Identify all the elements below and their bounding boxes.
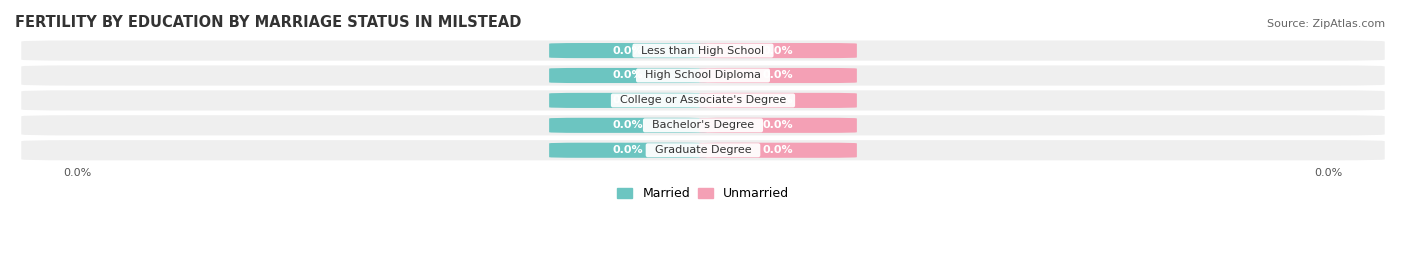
Text: 0.0%: 0.0% <box>762 70 793 80</box>
FancyBboxPatch shape <box>699 43 856 58</box>
Text: 0.0%: 0.0% <box>762 45 793 56</box>
FancyBboxPatch shape <box>699 93 856 108</box>
FancyBboxPatch shape <box>21 115 1385 135</box>
FancyBboxPatch shape <box>699 143 856 158</box>
Text: 0.0%: 0.0% <box>613 120 644 130</box>
Text: College or Associate's Degree: College or Associate's Degree <box>613 95 793 105</box>
FancyBboxPatch shape <box>550 143 707 158</box>
Text: 0.0%: 0.0% <box>762 120 793 130</box>
Text: Less than High School: Less than High School <box>634 45 772 56</box>
FancyBboxPatch shape <box>550 118 707 133</box>
Legend: Married, Unmarried: Married, Unmarried <box>613 183 793 204</box>
Text: Bachelor's Degree: Bachelor's Degree <box>645 120 761 130</box>
FancyBboxPatch shape <box>21 40 1385 61</box>
FancyBboxPatch shape <box>699 118 856 133</box>
FancyBboxPatch shape <box>21 140 1385 160</box>
Text: 0.0%: 0.0% <box>762 95 793 105</box>
Text: Source: ZipAtlas.com: Source: ZipAtlas.com <box>1267 19 1385 29</box>
Text: 0.0%: 0.0% <box>613 145 644 155</box>
FancyBboxPatch shape <box>550 93 707 108</box>
Text: FERTILITY BY EDUCATION BY MARRIAGE STATUS IN MILSTEAD: FERTILITY BY EDUCATION BY MARRIAGE STATU… <box>15 15 522 30</box>
FancyBboxPatch shape <box>21 65 1385 86</box>
Text: High School Diploma: High School Diploma <box>638 70 768 80</box>
Text: 0.0%: 0.0% <box>613 95 644 105</box>
Text: 0.0%: 0.0% <box>613 45 644 56</box>
FancyBboxPatch shape <box>550 68 707 83</box>
FancyBboxPatch shape <box>699 68 856 83</box>
FancyBboxPatch shape <box>550 43 707 58</box>
Text: Graduate Degree: Graduate Degree <box>648 145 758 155</box>
Text: 0.0%: 0.0% <box>613 70 644 80</box>
FancyBboxPatch shape <box>21 90 1385 111</box>
Text: 0.0%: 0.0% <box>762 145 793 155</box>
